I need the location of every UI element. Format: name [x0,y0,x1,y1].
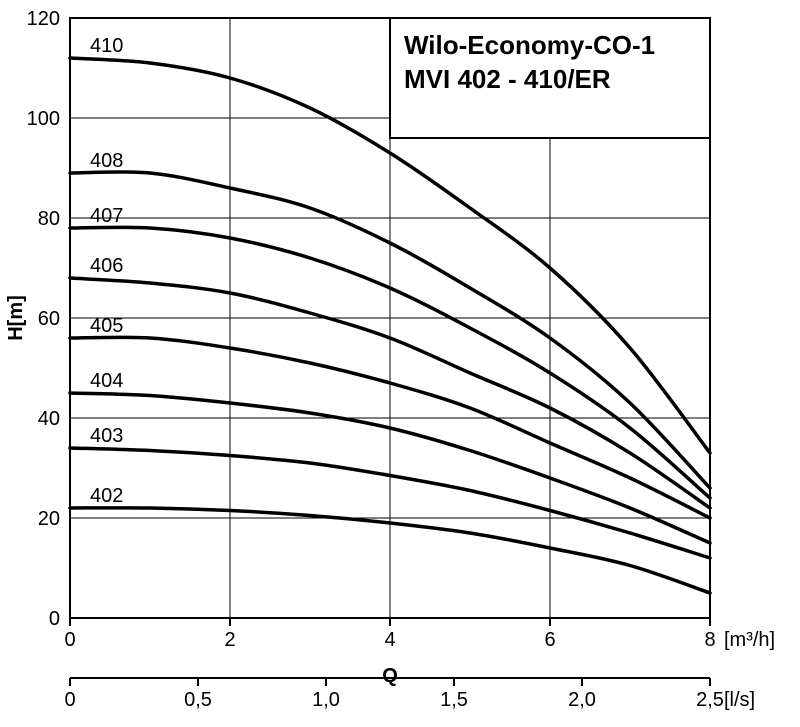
x2-tick-label: 1,0 [312,689,340,711]
y-tick-label: 60 [38,308,60,330]
x2-tick-label: 1,5 [440,689,468,711]
x-unit-m3h: [m³/h] [724,629,775,651]
y-tick-label: 100 [27,108,60,130]
x2-tick-label: 2,5 [696,689,724,711]
curve-label-410: 410 [90,35,123,57]
x-tick-label: 0 [64,629,75,651]
pump-curve-chart: 0 20 40 60 80 100 120 H[m] 0 2 4 6 8 [m³/h] 0 0,5 1,0 1,5… [0,0,800,727]
y-tick-label: 20 [38,508,60,530]
curve-label-405: 405 [90,315,123,337]
y-tick-label: 0 [49,608,60,630]
y-tick-label: 80 [38,208,60,230]
chart-title-line1: Wilo-Economy-CO-1 [404,30,655,60]
curve-label-406: 406 [90,255,123,277]
y-tick-label: 40 [38,408,60,430]
y-axis-label: H[m] [5,295,27,341]
x-tick-label: 8 [704,629,715,651]
curve-label-404: 404 [90,370,123,392]
x2-tick-label: 0 [64,689,75,711]
x-axis-label: Q [382,665,398,687]
x2-tick-label: 2,0 [568,689,596,711]
curve-label-408: 408 [90,150,123,172]
curve-label-407: 407 [90,205,123,227]
chart-title-line2: MVI 402 - 410/ER [404,64,611,94]
x-tick-label: 4 [384,629,395,651]
x-tick-label: 2 [224,629,235,651]
x-unit-ls: [l/s] [724,689,755,711]
y-tick-label: 120 [27,8,60,30]
curve-label-403: 403 [90,425,123,447]
curve-label-402: 402 [90,485,123,507]
x-tick-label: 6 [544,629,555,651]
x2-tick-label: 0,5 [184,689,212,711]
